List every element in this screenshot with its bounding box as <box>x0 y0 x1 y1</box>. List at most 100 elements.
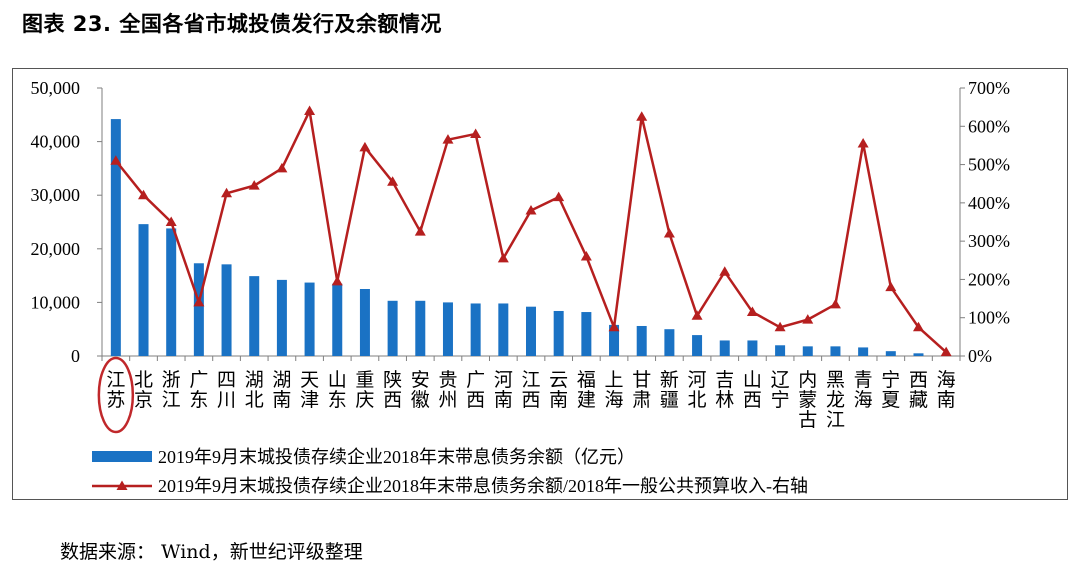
line-point-甘肃 <box>636 111 648 121</box>
category-label-广西: 广西 <box>466 369 485 411</box>
chart-frame <box>12 68 1068 500</box>
bar-湖北 <box>249 276 260 356</box>
highlight-ellipse <box>97 356 135 434</box>
category-label-辽宁: 辽宁 <box>771 369 790 411</box>
category-label-山西: 山西 <box>743 369 762 411</box>
line-point-上海 <box>608 321 620 332</box>
line-point-海南 <box>940 346 952 357</box>
category-label-湖南: 湖南 <box>272 369 291 411</box>
bar-上海 <box>609 324 620 356</box>
y-left-tick-label: 30,000 <box>31 185 81 205</box>
legend-line-label: 2019年9月末城投债存续企业2018年末带息债务余额/2018年一般公共预算收… <box>158 476 808 496</box>
legend-bar-label: 2019年9月末城投债存续企业2018年末带息债务余额（亿元） <box>158 447 635 467</box>
category-label-河南: 河南 <box>494 369 513 411</box>
category-label-青海: 青海 <box>854 369 873 411</box>
category-label-上海: 上海 <box>605 369 624 411</box>
y-right-tick-label: 500% <box>968 155 1010 175</box>
category-label-新疆: 新疆 <box>660 369 679 411</box>
category-label-福建: 福建 <box>577 369 596 411</box>
bar-江苏 <box>110 119 121 356</box>
category-label-广东: 广东 <box>189 369 208 411</box>
bar-湖南 <box>276 279 287 356</box>
category-label-天津: 天津 <box>300 370 319 411</box>
line-point-山东 <box>331 275 343 286</box>
axes: 0 10,000 20,000 30,000 40,000 50,000 0% 100% 200… <box>31 78 1011 366</box>
line-point-天津 <box>304 105 316 115</box>
line-point-湖北 <box>248 180 260 190</box>
category-label-河北: 河北 <box>688 369 707 411</box>
line-point-安徽 <box>414 226 426 236</box>
category-labels: 江苏北京浙江广东四川湖北湖南天津山东重庆陕西安徽贵州广西河南江西云南福建上海甘肃… <box>97 356 956 434</box>
bar-贵州 <box>442 302 453 356</box>
bar-浙江 <box>166 228 177 356</box>
bar-安徽 <box>415 300 426 356</box>
bar-内蒙古 <box>802 346 813 356</box>
line-point-福建 <box>580 250 592 261</box>
line-point-湖南 <box>276 162 288 173</box>
bar-甘肃 <box>636 325 647 356</box>
bar-四川 <box>221 264 232 356</box>
bar-重庆 <box>359 289 370 356</box>
category-label-江苏: 江苏 <box>106 369 125 411</box>
y-left-tick-label: 0 <box>71 346 80 366</box>
line-point-吉林 <box>719 266 731 276</box>
line-point-广东 <box>193 296 205 307</box>
line-point-辽宁 <box>774 321 786 332</box>
legend-line-marker <box>116 480 128 490</box>
bar-陕西 <box>387 300 398 356</box>
line-point-贵州 <box>442 134 454 144</box>
line-point-西藏 <box>912 321 924 332</box>
line-point-浙江 <box>165 216 177 226</box>
legend: 2019年9月末城投债存续企业2018年末带息债务余额（亿元） 2019年9月末城… <box>92 447 808 496</box>
category-label-西藏: 西藏 <box>909 370 928 411</box>
line-point-北京 <box>138 189 150 200</box>
bar-江西 <box>526 306 536 356</box>
line-point-新疆 <box>663 227 675 238</box>
legend-bar-swatch <box>92 451 152 462</box>
category-label-山东: 山东 <box>328 369 347 411</box>
bar-广西 <box>470 303 481 356</box>
line-point-青海 <box>857 138 869 148</box>
bar-辽宁 <box>775 345 786 356</box>
bar-福建 <box>581 312 592 356</box>
category-label-湖北: 湖北 <box>245 369 264 411</box>
bar-天津 <box>304 282 315 356</box>
source-note: 数据来源： Wind，新世纪评级整理 <box>60 541 363 563</box>
category-label-宁夏: 宁夏 <box>881 369 900 411</box>
bar-北京 <box>138 224 149 356</box>
line-point-陕西 <box>387 176 399 186</box>
y-right-tick-label: 200% <box>968 269 1010 289</box>
y-left-tick-label: 50,000 <box>31 78 81 98</box>
y-right-tick-label: 700% <box>968 78 1010 98</box>
category-label-云南: 云南 <box>549 370 568 411</box>
category-label-陕西: 陕西 <box>383 369 402 411</box>
bar-云南 <box>553 310 564 356</box>
bar-山西 <box>747 340 758 356</box>
bar-宁夏 <box>885 351 896 356</box>
line-point-宁夏 <box>885 281 897 292</box>
y-right-tick-label: 0% <box>968 346 992 366</box>
category-label-江西: 江西 <box>521 369 540 411</box>
bar-河南 <box>498 303 509 356</box>
y-left-tick-label: 10,000 <box>31 292 81 312</box>
line-point-黑龙江 <box>829 298 841 309</box>
category-label-北京: 北京 <box>134 369 153 411</box>
y-right-tick-label: 100% <box>968 308 1010 328</box>
line-point-江苏 <box>110 155 122 165</box>
bar-series <box>110 119 924 356</box>
y-right-tick-label: 400% <box>968 193 1010 213</box>
category-label-贵州: 贵州 <box>438 369 457 411</box>
line-point-江西 <box>525 205 537 215</box>
line-point-四川 <box>221 187 233 198</box>
category-label-重庆: 重庆 <box>355 369 374 411</box>
y-left-tick-label: 20,000 <box>31 239 81 259</box>
line-point-内蒙古 <box>802 314 814 324</box>
figure-title: 图表 23. 全国各省市城投债发行及余额情况 <box>22 12 442 36</box>
bar-西藏 <box>913 353 924 356</box>
bar-黑龙江 <box>830 346 841 356</box>
bar-河北 <box>692 335 703 356</box>
category-label-海南: 海南 <box>937 369 956 411</box>
category-label-四川: 四川 <box>217 370 236 411</box>
bar-吉林 <box>719 340 730 356</box>
